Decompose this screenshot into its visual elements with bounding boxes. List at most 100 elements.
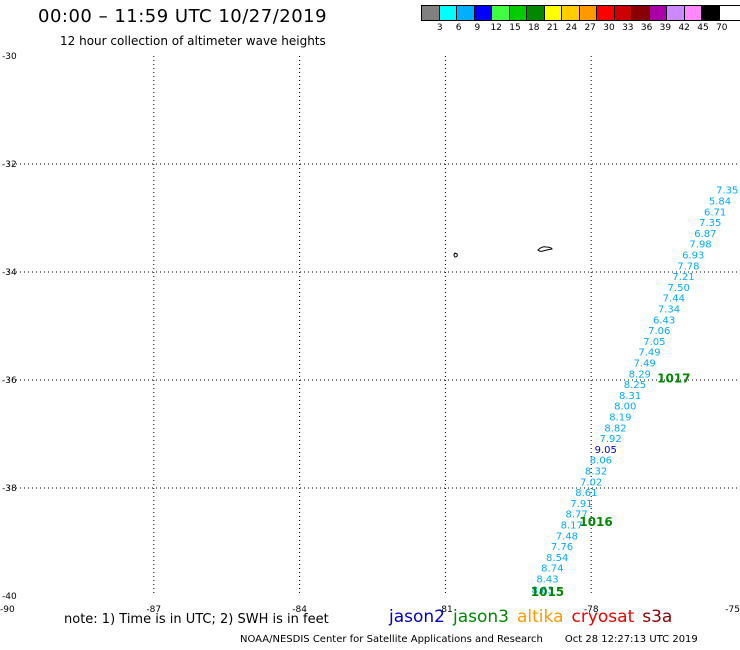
- scale-label: 6: [455, 23, 462, 33]
- scale-swatch-12: [632, 6, 650, 20]
- scale-swatch-0: [422, 6, 440, 20]
- satellite-jason2: jason2: [389, 607, 445, 627]
- wave-height-label: 7.21: [672, 272, 694, 283]
- island-coastline: [537, 246, 553, 252]
- wave-height-label: 7.35: [699, 218, 721, 229]
- timestamp: Oct 28 12:27:13 UTC 2019: [564, 634, 698, 645]
- scale-swatch-5: [509, 6, 527, 20]
- satellite-altika: altika: [517, 607, 564, 627]
- scale-swatch-13: [649, 6, 667, 20]
- wave-height-label: 9.05: [595, 445, 617, 456]
- footer-note: note: 1) Time is in UTC; 2) SWH is in fe…: [64, 612, 329, 627]
- scale-swatch-4: [492, 6, 510, 20]
- y-tick-label: -40: [2, 592, 17, 602]
- wave-height-label: 7.02: [580, 477, 602, 488]
- scale-swatch-8: [562, 6, 580, 20]
- scale-label: 39: [659, 23, 672, 33]
- wave-height-label: 8.06: [590, 456, 612, 467]
- satellite-cryosat: cryosat: [571, 607, 635, 627]
- scale-swatch-3: [474, 6, 492, 20]
- scale-swatch-2: [457, 6, 475, 20]
- pressure-label: 1015: [531, 585, 564, 599]
- x-tick-label: -81: [438, 605, 453, 615]
- x-tick-label: -78: [584, 605, 599, 615]
- scale-swatch-10: [597, 6, 615, 20]
- satellite-jason3: jason3: [453, 607, 509, 627]
- wave-height-label: 7.44: [663, 294, 685, 305]
- scale-label: 45: [697, 23, 709, 33]
- scale-label: 24: [565, 23, 578, 33]
- pressure-label: 1016: [579, 515, 612, 529]
- wave-height-label: 7.05: [643, 337, 665, 348]
- wave-height-label: 7.78: [677, 261, 699, 272]
- scale-label: 18: [528, 23, 540, 33]
- scale-label: 70: [716, 23, 728, 33]
- wave-height-label: 8.74: [541, 564, 563, 575]
- y-tick-label: -38: [2, 484, 17, 494]
- y-tick-label: -34: [2, 268, 17, 278]
- wave-height-label: 6.87: [694, 229, 716, 240]
- scale-label: 42: [678, 23, 690, 33]
- wave-height-label: 7.49: [638, 348, 660, 359]
- wave-height-label: 8.82: [604, 423, 626, 434]
- wave-height-label: 6.43: [653, 315, 675, 326]
- scale-label: 21: [546, 23, 559, 33]
- credit-line: NOAA/NESDIS Center for Satellite Applica…: [240, 634, 698, 645]
- wave-height-label: 7.35: [716, 186, 738, 197]
- scale-swatch-6: [527, 6, 545, 20]
- scale-swatch-14: [667, 6, 685, 20]
- page-subtitle: 12 hour collection of altimeter wave hei…: [60, 34, 326, 48]
- wave-height-label: 8.61: [575, 488, 597, 499]
- wave-height-label: 8.00: [614, 402, 636, 413]
- scale-swatch-11: [614, 6, 632, 20]
- y-tick-label: -32: [2, 160, 17, 170]
- y-tick-label: -36: [2, 376, 17, 386]
- wave-height-label: 7.50: [668, 283, 690, 294]
- wave-height-label: 7.76: [551, 542, 573, 553]
- scale-swatch-1: [439, 6, 457, 20]
- scale-swatch-7: [544, 6, 562, 20]
- y-tick-label: -30: [2, 52, 17, 62]
- page-title: 00:00 – 11:59 UTC 10/27/2019: [38, 6, 328, 27]
- wave-height-label: 7.98: [689, 240, 711, 251]
- x-edge-label: -90: [0, 605, 15, 615]
- wave-height-label: 7.92: [600, 434, 622, 445]
- wave-height-label: 8.77: [565, 510, 587, 521]
- wave-height-label: 7.91: [570, 499, 592, 510]
- satellite-legend: jason2 jason3 altika cryosat s3a: [389, 607, 680, 627]
- wave-height-label: 5.84: [709, 197, 731, 208]
- wave-height-label: 8.31: [619, 391, 641, 402]
- scale-label: 30: [603, 23, 615, 33]
- scale-label: 15: [509, 23, 521, 33]
- wave-height-label: 8.19: [609, 413, 631, 424]
- scale-label: 9: [474, 23, 481, 33]
- wave-height-label: 6.93: [682, 251, 704, 262]
- wave-height-label: 7.34: [658, 305, 680, 316]
- wave-height-label: 7.06: [648, 326, 670, 337]
- satellite-s3a: s3a: [642, 607, 673, 627]
- scale-label: 36: [640, 23, 653, 33]
- scale-label: 33: [622, 23, 634, 33]
- x-tick-label: -87: [146, 605, 161, 615]
- wave-height-label: 7.48: [556, 531, 578, 542]
- wave-height-label: 8.54: [546, 553, 568, 564]
- color-scale-swatches: [421, 5, 740, 21]
- scale-label: 12: [490, 23, 502, 33]
- wave-height-label: 7.49: [634, 359, 656, 370]
- wave-height-label: 8.32: [585, 467, 607, 478]
- wave-height-label: 8.29: [629, 369, 651, 380]
- scale-swatch-15: [684, 6, 702, 20]
- x-tick-label: -84: [292, 605, 307, 615]
- wave-height-label: 6.71: [704, 207, 726, 218]
- scale-label: 27: [584, 23, 596, 33]
- wave-height-label: 8.25: [624, 380, 646, 391]
- pressure-label: 1017: [657, 372, 690, 386]
- scale-swatch-16: [702, 6, 720, 20]
- wave-height-label: 8.17: [561, 521, 583, 532]
- wave-height-label: 8.63: [531, 585, 553, 596]
- scale-label: 3: [436, 23, 443, 33]
- x-tick-label: -75: [725, 605, 740, 615]
